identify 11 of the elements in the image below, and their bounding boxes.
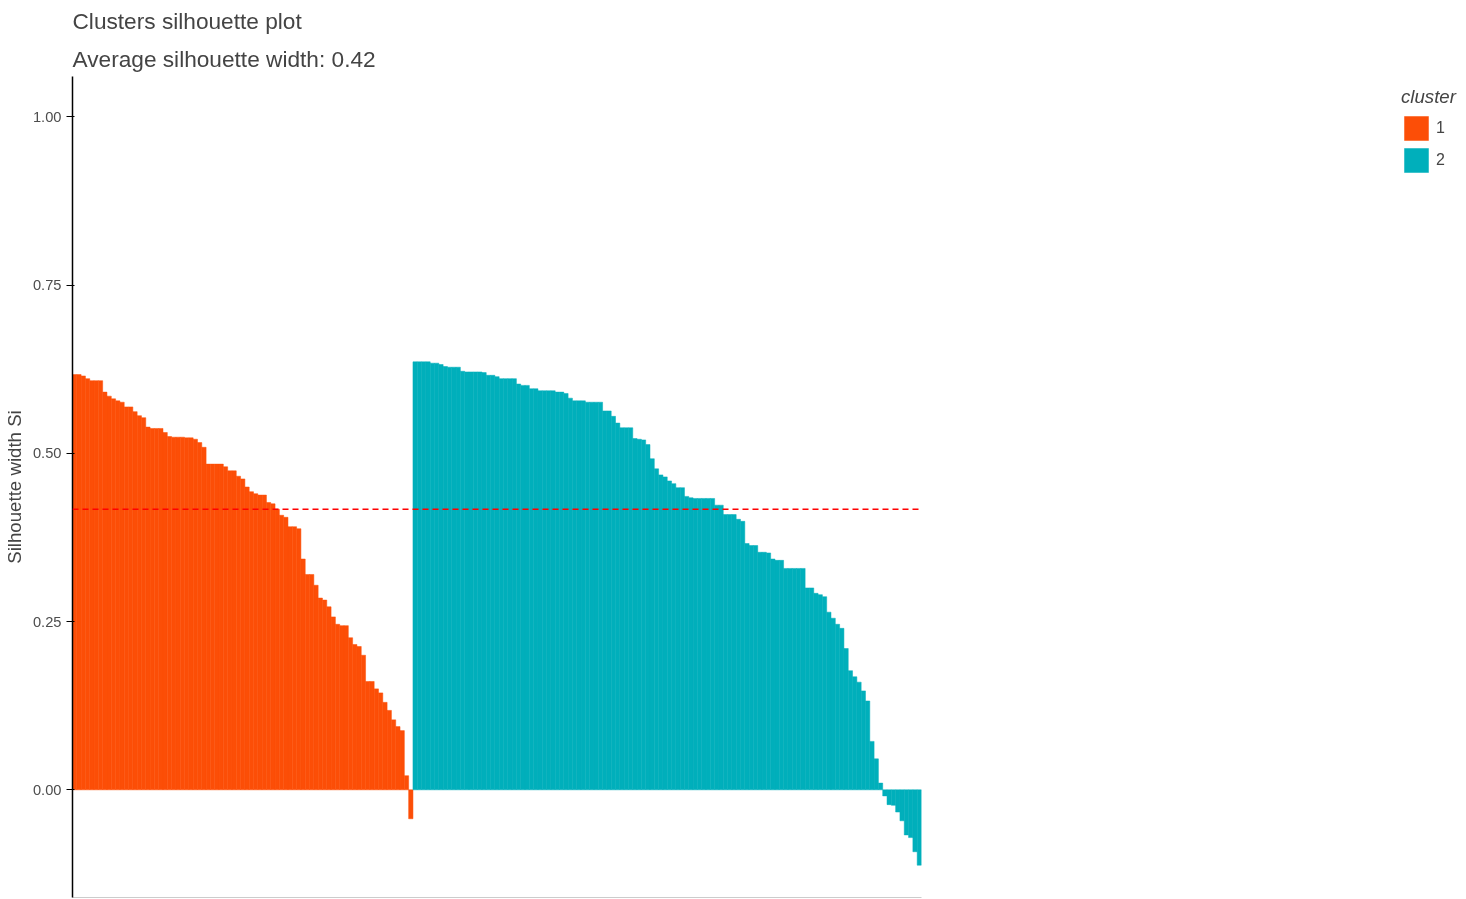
y-tick-label: 0.50 bbox=[32, 445, 62, 462]
legend-label: 1 bbox=[1436, 119, 1446, 137]
y-tick-label: 0.00 bbox=[32, 781, 62, 798]
y-tick-label: 0.25 bbox=[32, 613, 62, 630]
y-axis-title: Silhouette width Si bbox=[3, 410, 25, 564]
chart-subtitle: Average silhouette width: 0.42 bbox=[72, 45, 376, 72]
legend-title: cluster bbox=[1401, 86, 1456, 108]
y-tick-label: 0.75 bbox=[32, 277, 62, 294]
y-tick-label: 1.00 bbox=[32, 108, 62, 125]
chart-title: Clusters silhouette plot bbox=[72, 7, 303, 34]
legend-label: 2 bbox=[1436, 151, 1446, 169]
